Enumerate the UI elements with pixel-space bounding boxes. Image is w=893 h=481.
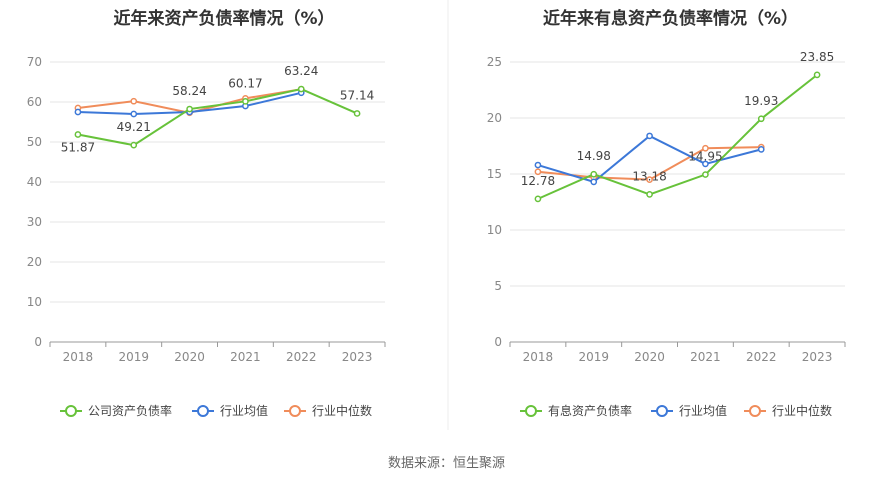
data-label: 63.24 (284, 64, 318, 78)
x-tick-label: 2019 (578, 350, 609, 364)
data-source: 数据来源：恒生聚源 (387, 456, 505, 471)
data-label: 13.18 (632, 169, 666, 183)
data-point (646, 191, 653, 198)
data-label: 51.87 (61, 141, 95, 155)
x-tick-label: 2022 (746, 350, 777, 364)
series-line (537, 74, 818, 200)
y-tick-label: 25 (487, 55, 502, 69)
data-point (590, 178, 598, 186)
legend-marker (749, 405, 761, 417)
data-point (74, 108, 82, 116)
data-label: 14.98 (577, 149, 611, 163)
data-point (534, 161, 542, 169)
x-tick-label: 2023 (342, 350, 373, 364)
legend-item: 行业均值 (192, 403, 268, 418)
data-point (646, 132, 653, 140)
y-tick-label: 60 (27, 95, 42, 109)
y-tick-label: 30 (27, 215, 42, 229)
data-point (130, 110, 138, 118)
chart-debt-ratio: 0 10 20 30 40 50 60 70 2018 2019 2020 2021 2022 2023 5… (27, 55, 386, 418)
legend-item: 行业中位数 (744, 403, 832, 418)
legend-label: 行业中位数 (772, 403, 832, 418)
y-tick-label: 5 (494, 279, 502, 293)
data-point (186, 105, 193, 113)
y-tick-label: 10 (487, 223, 502, 237)
legend-label: 公司资产负债率 (88, 403, 172, 418)
x-tick-label: 2021 (230, 350, 261, 364)
right-chart-title: 近年来有息资产负债率情况（%） (542, 9, 799, 29)
y-tick-label: 50 (27, 135, 42, 149)
data-point (242, 97, 249, 105)
y-tick-label: 40 (27, 175, 42, 189)
series-line (77, 87, 358, 147)
data-label: 60.17 (228, 76, 262, 90)
data-point (757, 115, 765, 123)
x-tick-label: 2018 (63, 350, 94, 364)
legend-label: 行业均值 (679, 403, 727, 418)
x-tick-label: 2019 (118, 350, 149, 364)
left-chart-title: 近年来资产负债率情况（%） (113, 9, 335, 29)
y-tick-label: 0 (494, 335, 502, 349)
legend-marker (289, 405, 301, 417)
x-tick-label: 2020 (174, 350, 205, 364)
legend-marker (197, 405, 209, 417)
data-point (702, 171, 709, 178)
x-tick-label: 2021 (690, 350, 721, 364)
data-label: 12.78 (521, 174, 555, 188)
legend-marker (656, 405, 668, 417)
data-point (646, 176, 653, 183)
legend-label: 行业均值 (220, 403, 268, 418)
data-label: 19.93 (744, 94, 778, 108)
data-point (702, 144, 709, 152)
legend-item: 行业中位数 (284, 403, 372, 418)
data-point (757, 146, 765, 153)
x-tick-label: 2023 (802, 350, 833, 364)
data-point (130, 97, 138, 105)
data-point (534, 195, 542, 203)
y-tick-label: 0 (34, 335, 42, 349)
data-point (702, 160, 709, 168)
y-tick-label: 20 (487, 111, 502, 125)
legend-label: 行业中位数 (312, 403, 372, 418)
data-point (353, 110, 361, 117)
y-tick-label: 10 (27, 295, 42, 309)
data-label: 57.14 (340, 88, 374, 102)
data-point (534, 168, 542, 176)
legend-marker (65, 405, 77, 417)
data-point (813, 71, 821, 79)
x-tick-label: 2020 (634, 350, 665, 364)
data-point (590, 170, 598, 178)
legend-item: 有息资产负债率 (520, 403, 632, 418)
data-label: 14.95 (688, 150, 722, 164)
x-tick-label: 2018 (523, 350, 554, 364)
legend-item: 行业均值 (651, 403, 727, 418)
x-tick-label: 2022 (286, 350, 317, 364)
data-label: 23.85 (800, 50, 834, 64)
chart-interest-debt-ratio: 0 5 10 15 20 25 2018 2019 2020 2021 2022 2023 12.78 1… (487, 50, 846, 418)
data-label: 49.21 (117, 120, 151, 134)
data-point (74, 131, 82, 138)
legend-item: 公司资产负债率 (60, 403, 172, 418)
legend-marker (525, 405, 537, 417)
legend-label: 有息资产负债率 (548, 403, 632, 418)
y-tick-label: 70 (27, 55, 42, 69)
y-tick-label: 20 (27, 255, 42, 269)
data-label: 58.24 (172, 84, 206, 98)
data-point (130, 141, 138, 149)
data-point (297, 85, 305, 93)
y-tick-label: 15 (487, 167, 502, 181)
